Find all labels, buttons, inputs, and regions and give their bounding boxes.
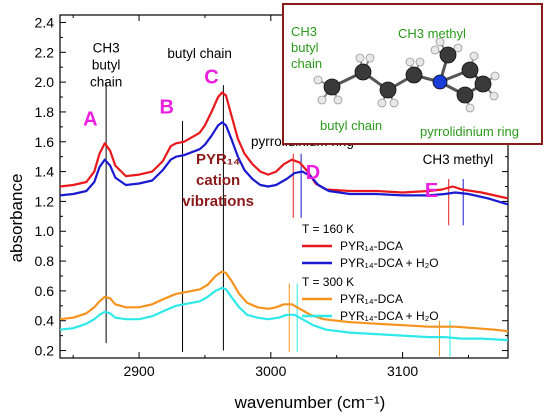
peak-annotation-text: CH3 xyxy=(93,40,120,55)
hydrogen-atom xyxy=(465,103,475,113)
y-tick-label: 1.4 xyxy=(35,164,55,180)
hydrogen-atom xyxy=(469,51,479,61)
inset-label: butyl chain xyxy=(320,118,382,133)
y-tick-label: 1.8 xyxy=(35,104,55,120)
inset-label: CH3 xyxy=(291,24,317,39)
hydrogen-atom xyxy=(377,98,387,108)
carbon-atom xyxy=(323,78,341,96)
y-tick-label: 2.0 xyxy=(35,74,55,90)
hydrogen-atom xyxy=(317,95,327,105)
inset-label: CH3 methyl xyxy=(398,26,466,41)
carbon-atom xyxy=(379,81,397,99)
legend-group-title: T = 300 K xyxy=(302,275,354,289)
peak-letter-label: B xyxy=(160,96,174,118)
peak-letter-label: A xyxy=(83,108,97,130)
hydrogen-atom xyxy=(430,45,440,55)
cation-vibrations-note: cation xyxy=(196,172,240,189)
y-tick-label: 2.4 xyxy=(35,14,55,30)
series-line xyxy=(60,121,508,206)
hydrogen-atom xyxy=(405,57,415,67)
inset-label: pyrrolidinium ring xyxy=(420,124,519,139)
legend-entry-label: PYR₁₄-DCA + H₂O xyxy=(340,309,439,323)
y-tick-label: 0.4 xyxy=(35,313,55,329)
cation-vibrations-note: PYR₁₄ xyxy=(196,151,240,168)
y-tick-label: 2.2 xyxy=(35,44,55,60)
hydrogen-atom xyxy=(453,43,463,53)
y-tick-label: 0.2 xyxy=(35,343,55,359)
hydrogen-atom xyxy=(415,57,425,67)
peak-annotation-text: butyl chain xyxy=(167,46,232,61)
carbon-atom xyxy=(461,61,479,79)
x-axis-label: wavenumber (cm⁻¹) xyxy=(234,393,386,412)
legend-group-title: T = 160 K xyxy=(302,222,354,236)
peak-annotation-text: CH3 methyl xyxy=(423,152,494,167)
x-tick-label: 2900 xyxy=(123,363,154,379)
carbon-atom xyxy=(354,63,372,81)
peak-letter-label: E xyxy=(425,180,438,202)
series-line xyxy=(60,91,508,200)
nitrogen-atom xyxy=(432,74,448,90)
hydrogen-atom xyxy=(313,75,323,85)
carbon-atom xyxy=(439,46,457,64)
legend-entry-label: PYR₁₄-DCA xyxy=(340,239,403,253)
y-tick-label: 0.8 xyxy=(35,253,55,269)
peak-annotation-text: butyl xyxy=(92,57,121,72)
x-tick-label: 3100 xyxy=(387,363,418,379)
y-axis-label: absorbance xyxy=(7,174,26,263)
hydrogen-atom xyxy=(490,71,500,81)
hydrogen-atom xyxy=(355,53,365,63)
y-tick-label: 1.0 xyxy=(35,223,55,239)
peak-letter-label: C xyxy=(204,67,218,89)
y-tick-label: 0.6 xyxy=(35,283,55,299)
cation-vibrations-note: vibrations xyxy=(182,193,254,210)
legend-entry-label: PYR₁₄-DCA xyxy=(340,292,403,306)
series-line xyxy=(60,286,508,342)
inset-label: chain xyxy=(291,56,322,71)
carbon-atom xyxy=(474,75,492,93)
series-line xyxy=(60,270,508,333)
y-tick-label: 1.2 xyxy=(35,193,55,209)
carbon-atom xyxy=(405,66,423,84)
peak-letter-label: D xyxy=(306,162,320,184)
hydrogen-atom xyxy=(333,95,343,105)
hydrogen-atom xyxy=(489,91,499,101)
inset-label: butyl xyxy=(291,40,319,55)
peak-annotation-text: chain xyxy=(90,74,122,89)
carbon-atom xyxy=(456,86,474,104)
hydrogen-atom xyxy=(435,37,445,47)
y-tick-label: 1.6 xyxy=(35,134,55,150)
plot-layer: 2900 3000 3100 0.2 0.4 0.6 0.8 1.0 1.2 1.4 1.6 1.8 2… xyxy=(35,3,543,379)
hydrogen-atom xyxy=(365,53,375,63)
legend-entry-label: PYR₁₄-DCA + H₂O xyxy=(340,256,439,270)
hydrogen-atom xyxy=(389,98,399,108)
x-tick-label: 3000 xyxy=(255,363,286,379)
